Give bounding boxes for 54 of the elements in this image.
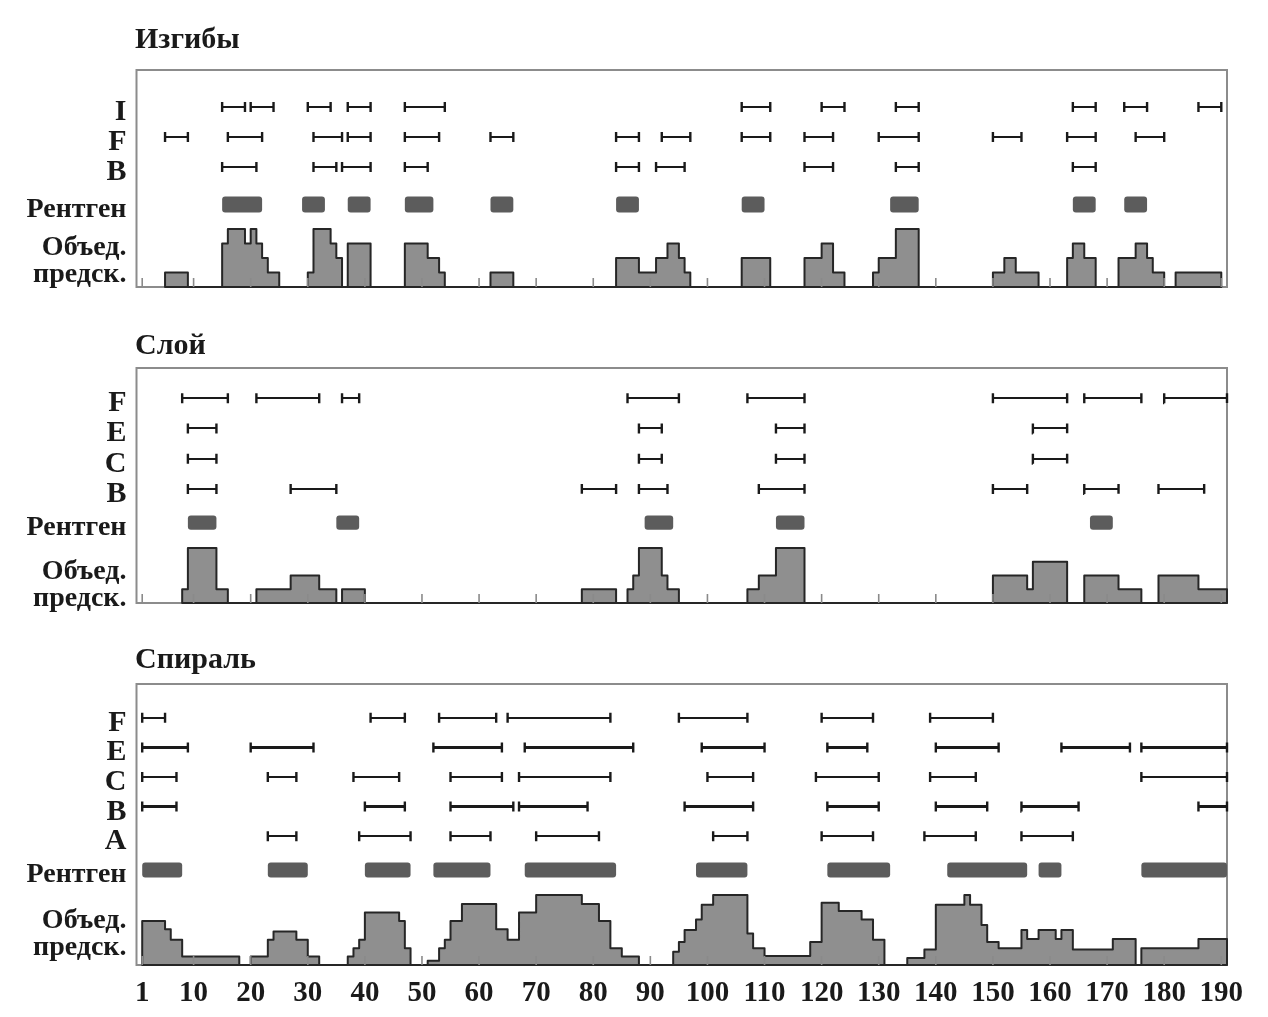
chart-title: Спираль: [135, 641, 257, 674]
x-tick-label: 20: [236, 975, 266, 1007]
bar: [775, 515, 805, 530]
x-tick-label: 170: [1085, 975, 1129, 1007]
bar: [404, 196, 434, 213]
x-tick-label: 130: [856, 975, 901, 1007]
x-tick-label: 160: [1028, 975, 1072, 1007]
x-tick-label: 40: [350, 975, 380, 1007]
bar: [490, 196, 514, 213]
y-axis-title: Объед. предск.: [33, 553, 127, 612]
bar: [1141, 862, 1227, 878]
bar: [222, 196, 263, 213]
bar: [1089, 515, 1113, 530]
x-tick-label: 150: [971, 975, 1015, 1007]
bar: [1124, 196, 1148, 213]
bar: [827, 862, 891, 878]
y-tick-label: Рентген: [26, 856, 127, 888]
x-tick-label: 80: [578, 975, 608, 1007]
x-tick-label: 1: [134, 975, 150, 1007]
bar: [364, 862, 411, 878]
chart-title: Слой: [135, 327, 206, 360]
bar: [696, 862, 748, 878]
x-tick-label: 90: [635, 975, 665, 1007]
bar: [347, 196, 371, 213]
x-tick-label: 30: [293, 975, 323, 1007]
x-tick-label: 50: [407, 975, 437, 1007]
bar: [187, 515, 217, 530]
x-tick-label: 60: [464, 975, 494, 1007]
bar: [433, 862, 491, 878]
bar: [336, 515, 360, 530]
x-tick-label: 10: [179, 975, 209, 1007]
bar: [142, 862, 183, 878]
bar: [267, 862, 308, 878]
bar: [616, 196, 639, 213]
bar: [1072, 196, 1096, 213]
chart-title: Изгибы: [135, 21, 240, 54]
bar: [524, 862, 617, 878]
x-tick-label: 70: [521, 975, 551, 1007]
bar: [741, 196, 765, 213]
y-tick-label: Рентген: [26, 191, 127, 222]
x-tick-label: 140: [914, 975, 958, 1007]
x-tick-label: 190: [1199, 975, 1244, 1007]
x-tick-label: 110: [743, 975, 786, 1007]
y-axis-title: Объед. предск.: [33, 229, 127, 288]
bar: [890, 196, 919, 213]
y-tick-label: Рентген: [26, 509, 127, 540]
x-tick-label: 100: [685, 975, 730, 1007]
y-axis-title: Объед. предск.: [33, 902, 127, 961]
bar: [947, 862, 1028, 878]
bar: [644, 515, 674, 530]
bar: [1038, 862, 1062, 878]
x-tick-label: 120: [799, 975, 844, 1007]
bar: [302, 196, 325, 213]
x-tick-label: 180: [1142, 975, 1186, 1007]
